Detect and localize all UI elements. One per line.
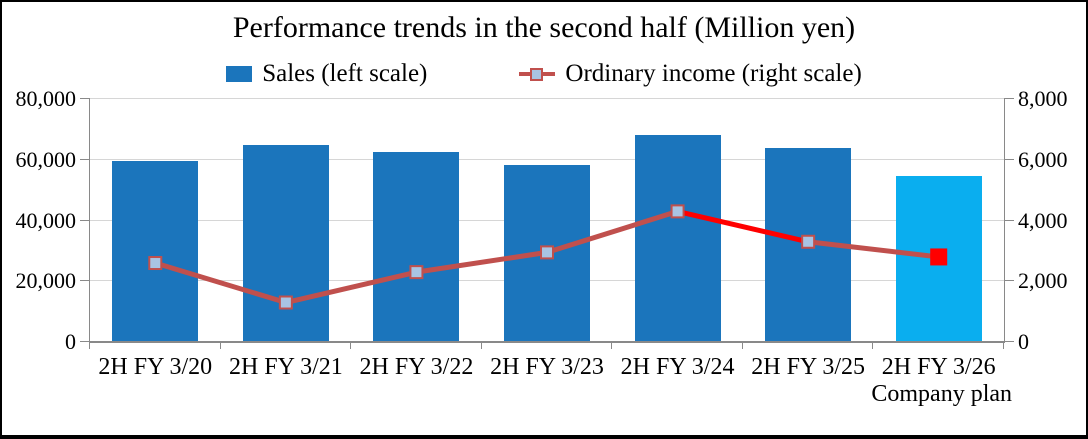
y-axis-tick-left <box>80 219 90 221</box>
y-axis-tick-left <box>80 341 90 342</box>
plot-area <box>90 98 1004 342</box>
income-line-segment <box>546 209 679 255</box>
y-axis-tick-left <box>80 158 90 160</box>
income-marker <box>278 295 293 310</box>
income-marker <box>670 204 685 219</box>
y-axis-tick-label-left: 0 <box>65 329 76 354</box>
grid-line <box>90 158 1004 160</box>
x-category-label: 2H FY 3/21 <box>228 354 343 380</box>
x-axis-tick <box>219 342 221 349</box>
y-axis-tick-label-left: 20,000 <box>15 268 77 294</box>
x-axis-tick <box>1003 342 1004 349</box>
x-category-label: 2H FY 3/25 <box>751 354 866 380</box>
y-axis-tick-right <box>1004 98 1014 99</box>
legend-item-sales: Sales (left scale) <box>226 59 427 89</box>
income-marker <box>409 265 424 280</box>
y-axis-tick-label-right: 8,000 <box>1018 86 1068 111</box>
y-axis-tick-left <box>80 98 90 99</box>
income-legend-label: Ordinary income (right scale) <box>565 60 862 87</box>
y-axis-tick-right <box>1004 158 1014 160</box>
x-axis-tick <box>872 342 874 349</box>
income-line-layer <box>148 204 948 310</box>
x-category-label: 2H FY 3/22 <box>359 354 474 380</box>
y-axis-tick-label-left: 60,000 <box>15 146 77 172</box>
x-axis-tick <box>611 342 613 349</box>
right-axis-line <box>1004 99 1005 343</box>
x-axis-tick <box>350 342 352 349</box>
y-axis-tick-right <box>1004 341 1014 342</box>
y-axis-tick-label-left: 40,000 <box>15 207 77 233</box>
y-axis-tick-label-right: 6,000 <box>1018 146 1068 172</box>
sales-legend-label: Sales (left scale) <box>262 60 428 87</box>
x-category-sub-label: Company plan <box>871 381 1013 407</box>
y-axis-tick-left <box>80 280 90 282</box>
income-legend-line-marker-icon <box>519 66 556 82</box>
x-axis-tick <box>480 342 482 349</box>
grid-line <box>90 98 1004 99</box>
income-marker-plan <box>930 248 948 266</box>
income-marker <box>540 245 554 260</box>
income-marker <box>801 234 816 249</box>
sales-legend-swatch <box>226 66 253 82</box>
sales-bar <box>112 161 199 342</box>
income-line-segment <box>677 208 809 245</box>
chart-title: Performance trends in the second half (M… <box>232 11 856 44</box>
x-category-label: 2H FY 3/26 <box>881 354 996 380</box>
y-axis-tick-label-right: 0 <box>1018 329 1029 354</box>
x-axis-tick <box>741 342 743 349</box>
x-axis-line <box>89 341 1005 343</box>
left-axis-line <box>89 99 90 343</box>
chart-legend: Sales (left scale) Ordinary income (righ… <box>2 59 1086 89</box>
y-axis-tick-right <box>1004 219 1014 221</box>
x-category-label: 2H FY 3/24 <box>620 354 735 380</box>
y-axis-tick-label-right: 4,000 <box>1018 207 1068 233</box>
income-line-segment <box>416 249 548 275</box>
sales-bar <box>634 135 721 342</box>
y-axis-tick-label-right: 2,000 <box>1018 268 1068 294</box>
y-axis-tick-label-left: 80,000 <box>15 86 77 111</box>
income-line-segment <box>807 239 940 260</box>
x-category-label: 2H FY 3/23 <box>490 354 604 380</box>
income-marker <box>148 256 163 271</box>
legend-item-ordinary-income: Ordinary income (right scale) <box>519 59 862 89</box>
income-line-segment <box>285 269 417 305</box>
x-category-label: 2H FY 3/20 <box>98 354 213 380</box>
income-line-segment <box>154 260 287 305</box>
y-axis-tick-right <box>1004 280 1014 282</box>
x-axis-tick <box>89 342 90 349</box>
sales-bar <box>373 152 460 342</box>
